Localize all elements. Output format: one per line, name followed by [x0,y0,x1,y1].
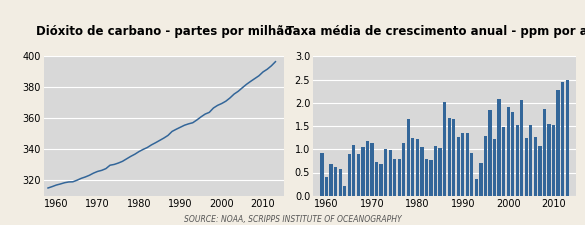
Bar [429,160,433,196]
Bar [402,143,405,196]
Bar [511,112,514,196]
Bar [538,146,542,196]
Bar [411,138,414,196]
Bar [456,137,460,196]
Bar [479,163,483,196]
Bar [461,133,464,196]
Bar [556,90,560,196]
Bar [380,164,383,196]
Bar [488,110,491,196]
Bar [325,177,328,196]
Bar [566,80,569,196]
Bar [438,148,442,196]
Bar [366,141,369,196]
Bar [416,139,419,196]
Bar [561,82,565,196]
Bar [452,119,455,196]
Bar [407,119,410,196]
Bar [515,125,519,196]
Bar [502,127,505,196]
Bar [347,154,351,196]
Bar [375,162,378,196]
Bar [425,160,428,196]
Text: Taxa média de crescimento anual - ppm por ano: Taxa média de crescimento anual - ppm po… [285,25,585,38]
Text: Dióxito de carbano - partes por milhão: Dióxito de carbano - partes por milhão [36,25,292,38]
Bar [548,124,550,196]
Bar [334,167,338,196]
Bar [466,133,469,196]
Bar [384,149,387,196]
Bar [497,99,501,196]
Bar [357,154,360,196]
Bar [398,159,401,196]
Text: SOURCE: NOAA, SCRIPPS INSTITUTE OF OCEANOGRAPHY: SOURCE: NOAA, SCRIPPS INSTITUTE OF OCEAN… [184,215,401,224]
Bar [343,187,346,196]
Bar [534,137,537,196]
Bar [339,169,342,196]
Bar [475,180,478,196]
Bar [529,125,532,196]
Bar [370,143,374,196]
Bar [362,147,364,196]
Bar [543,109,546,196]
Bar [470,153,473,196]
Bar [329,164,333,196]
Bar [520,100,524,196]
Bar [352,145,356,196]
Bar [493,139,496,196]
Bar [525,138,528,196]
Bar [434,146,437,196]
Bar [552,125,555,196]
Bar [443,102,446,196]
Bar [321,153,324,196]
Bar [484,136,487,196]
Bar [388,150,392,196]
Bar [448,118,451,196]
Bar [393,160,396,196]
Bar [507,107,510,196]
Bar [420,147,424,196]
